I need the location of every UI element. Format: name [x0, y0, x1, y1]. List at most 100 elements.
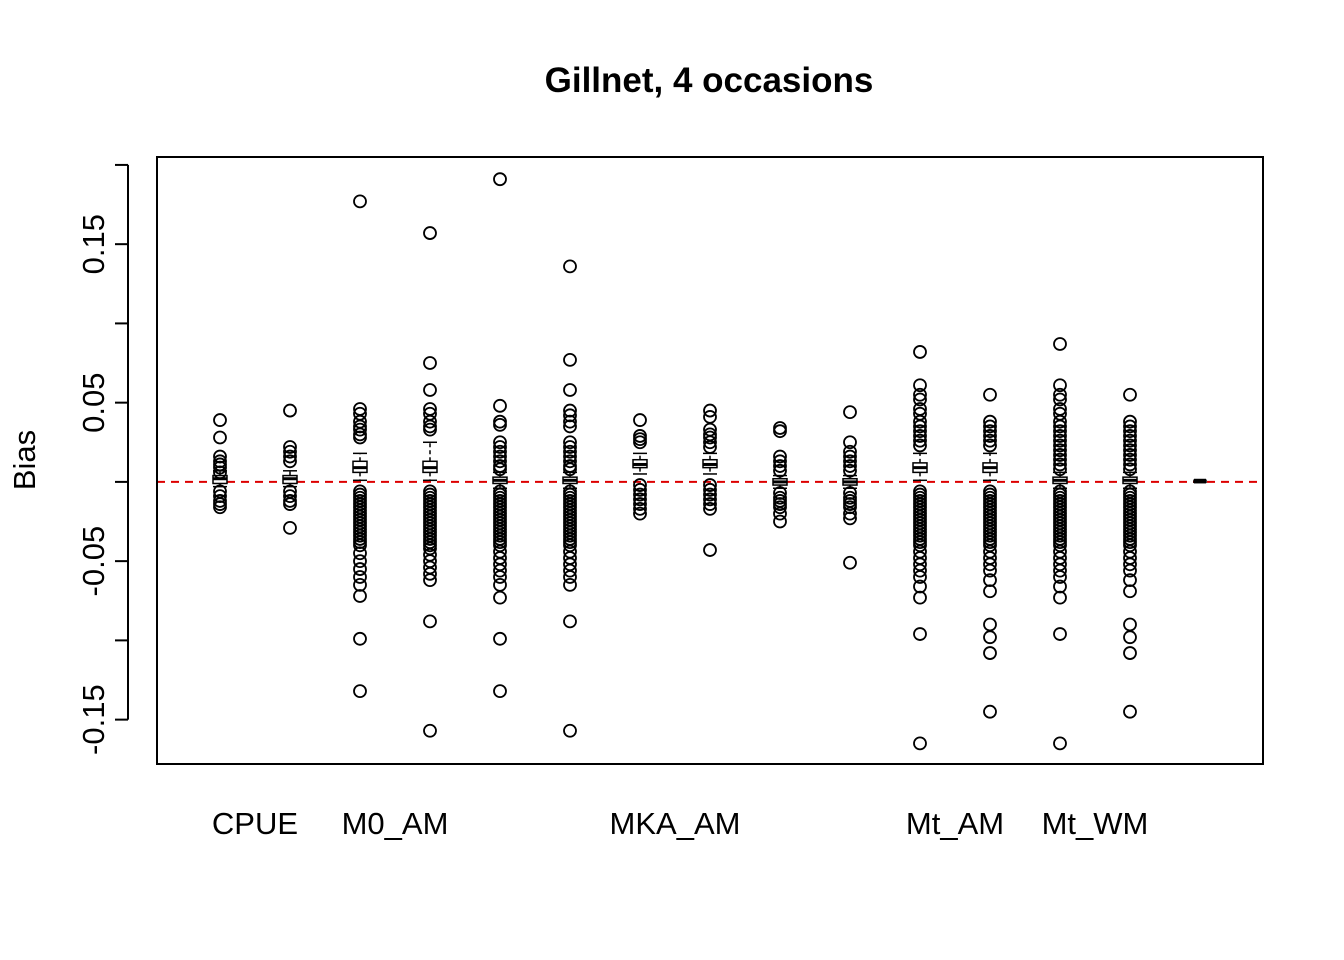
outlier-point	[913, 736, 927, 751]
y-axis: -0.15 -0.05 0.05 0.15	[76, 163, 129, 755]
x-category-label: MKA_AM	[610, 806, 741, 841]
outlier-point	[1123, 630, 1137, 645]
outlier-point	[353, 538, 367, 553]
outlier-point	[353, 631, 367, 646]
box-group	[772, 421, 788, 529]
outlier-point	[1123, 563, 1137, 578]
outlier-point	[843, 459, 857, 473]
outlier-point	[563, 444, 577, 459]
outlier-point	[1053, 414, 1067, 429]
outlier-point	[283, 497, 297, 511]
outlier-point	[633, 492, 647, 507]
outlier-point	[843, 435, 857, 450]
outlier-point	[423, 723, 437, 738]
outlier-point	[1053, 627, 1067, 641]
outlier-point	[983, 433, 997, 448]
outlier-point	[493, 444, 507, 459]
outlier-point	[703, 497, 717, 511]
outlier-point	[703, 403, 717, 418]
outlier-point	[423, 566, 437, 581]
outlier-point	[1123, 433, 1137, 448]
outlier-point	[423, 414, 437, 429]
outlier-point	[843, 500, 857, 515]
outlier-point	[773, 454, 787, 469]
outlier-point	[353, 422, 367, 437]
outlier-point	[283, 454, 297, 469]
outlier-point	[633, 501, 647, 516]
outlier-point	[1053, 433, 1067, 448]
outlier-point	[1123, 557, 1137, 572]
outlier-point	[983, 584, 997, 599]
outlier-point	[913, 424, 927, 439]
outlier-point	[563, 403, 577, 418]
outlier-point	[493, 684, 507, 698]
outlier-point	[1053, 579, 1067, 594]
outlier-point	[493, 435, 507, 450]
outlier-point	[983, 630, 997, 645]
outlier-point	[423, 573, 437, 588]
outlier-point	[353, 546, 367, 561]
outlier-point	[493, 570, 507, 584]
outlier-point	[493, 172, 507, 187]
outlier-point	[563, 614, 577, 629]
outlier-point	[703, 440, 717, 454]
outlier-point	[1053, 590, 1067, 605]
outlier-point	[283, 440, 297, 454]
y-tick-label: 0.15	[76, 214, 111, 274]
outlier-point	[353, 554, 367, 569]
outlier-point	[1123, 414, 1137, 429]
outlier-point	[1053, 378, 1067, 393]
outlier-point	[773, 514, 787, 529]
y-tick-label: 0.05	[76, 372, 111, 432]
outlier-point	[983, 414, 997, 429]
outlier-point	[983, 617, 997, 632]
outlier-point	[913, 433, 927, 448]
x-category-label: M0_AM	[342, 806, 449, 841]
outlier-point	[353, 194, 367, 209]
outlier-point	[493, 398, 507, 413]
outlier-point	[983, 419, 997, 434]
box-group	[632, 413, 648, 521]
outlier-point	[283, 449, 297, 464]
outlier-point	[423, 422, 437, 437]
outlier-point	[633, 506, 647, 521]
outlier-point	[1123, 387, 1137, 402]
outlier-point	[563, 408, 577, 423]
outlier-point	[1123, 452, 1137, 467]
outlier-point	[1053, 563, 1067, 578]
outlier-point	[563, 352, 577, 367]
outlier-point	[1053, 443, 1067, 458]
outlier-point	[913, 438, 927, 453]
outlier-point	[633, 413, 647, 427]
outlier-point	[913, 414, 927, 429]
outlier-point	[983, 563, 997, 578]
outlier-point	[843, 405, 857, 420]
outlier-point	[1053, 424, 1067, 439]
outlier-point	[213, 449, 227, 464]
chart-title: Gillnet, 4 occasions	[545, 61, 874, 100]
outlier-point	[633, 487, 647, 502]
outlier-point	[633, 435, 647, 450]
outlier-point	[1053, 387, 1067, 402]
box-group	[842, 405, 858, 570]
outlier-point	[283, 520, 297, 535]
box-groups	[212, 172, 1207, 751]
outlier-point	[213, 465, 227, 480]
outlier-point	[563, 419, 577, 434]
x-category-label: Mt_AM	[906, 806, 1004, 841]
outlier-point	[983, 704, 997, 719]
outlier-point	[1053, 462, 1067, 477]
outlier-point	[353, 562, 367, 576]
outlier-point	[1053, 736, 1067, 751]
y-tick-label: -0.05	[76, 526, 111, 597]
outlier-point	[353, 684, 367, 698]
outlier-point	[703, 430, 717, 445]
outlier-point	[703, 482, 717, 497]
outlier-point	[913, 563, 927, 578]
outlier-point	[983, 646, 997, 660]
box-group	[282, 403, 298, 535]
outlier-point	[563, 259, 577, 274]
box-group	[492, 172, 508, 698]
outlier-point	[913, 392, 927, 407]
